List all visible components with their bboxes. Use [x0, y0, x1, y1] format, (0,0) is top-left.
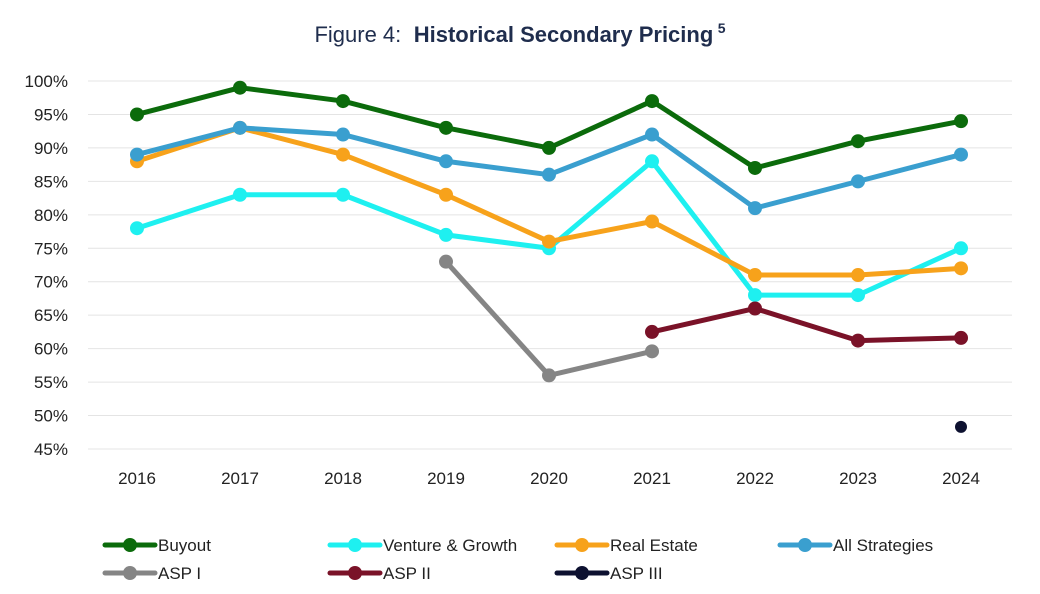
chart-title-main: Historical Secondary Pricing [414, 22, 714, 47]
legend: Buyout Venture & Growth Real Estate All Str… [102, 536, 933, 583]
y-tick-label: 90% [34, 139, 68, 158]
legend-label: ASP III [610, 564, 663, 583]
data-point [851, 268, 865, 283]
series-asp-ii [645, 301, 968, 348]
y-tick-label: 45% [34, 440, 68, 459]
legend-swatch-marker [575, 566, 589, 580]
legend-item: ASP II [327, 564, 431, 583]
y-tick-label: 95% [34, 105, 68, 124]
x-tick-label: 2019 [427, 469, 465, 488]
data-point [233, 120, 247, 135]
legend-item: Buyout [102, 536, 211, 555]
data-point [748, 160, 762, 175]
legend-swatch-marker [123, 566, 137, 580]
data-point [645, 154, 659, 169]
data-point [130, 221, 144, 236]
legend-swatch-marker [798, 538, 812, 552]
y-tick-label: 80% [34, 206, 68, 225]
legend-item: ASP III [554, 564, 663, 583]
data-point [645, 344, 659, 359]
series-all-strategies [130, 120, 968, 216]
y-tick-label: 60% [34, 340, 68, 359]
legend-label: All Strategies [833, 536, 933, 555]
data-point [542, 140, 556, 155]
chart-title-prefix: Figure 4: [314, 22, 401, 47]
data-point [645, 127, 659, 142]
data-point [542, 167, 556, 182]
data-point [851, 174, 865, 189]
x-tick-label: 2023 [839, 469, 877, 488]
legend-swatch-marker [575, 538, 589, 552]
series-line [649, 305, 964, 344]
data-point [954, 241, 968, 256]
data-point [748, 268, 762, 283]
legend-item: All Strategies [777, 536, 933, 555]
data-point [336, 187, 350, 202]
legend-item: ASP I [102, 564, 201, 583]
y-tick-label: 100% [25, 72, 68, 91]
x-tick-label: 2024 [942, 469, 980, 488]
data-point [336, 147, 350, 162]
data-point [542, 234, 556, 249]
x-tick-label: 2020 [530, 469, 568, 488]
data-point [645, 324, 659, 339]
y-tick-label: 75% [34, 239, 68, 258]
y-tick-label: 65% [34, 306, 68, 325]
y-tick-label: 55% [34, 373, 68, 392]
data-point [954, 147, 968, 162]
x-axis: 2016 2017 2018 2019 2020 2021 2022 2023 2024 [118, 469, 980, 488]
y-tick-label: 85% [34, 172, 68, 191]
legend-swatch-marker [348, 566, 362, 580]
legend-label: ASP II [383, 564, 431, 583]
legend-swatch-marker [348, 538, 362, 552]
data-point [851, 134, 865, 149]
series-asp-i [439, 254, 659, 383]
chart-title: Figure 4: Historical Secondary Pricing 5 [314, 20, 725, 47]
x-tick-label: 2017 [221, 469, 259, 488]
x-tick-label: 2021 [633, 469, 671, 488]
legend-label: Venture & Growth [383, 536, 517, 555]
data-point [645, 94, 659, 109]
data-point [955, 420, 967, 433]
data-point [954, 261, 968, 276]
data-point [233, 187, 247, 202]
legend-swatch-marker [123, 538, 137, 552]
data-point [130, 147, 144, 162]
data-point [439, 227, 453, 242]
series-buyout [130, 80, 968, 175]
legend-label: ASP I [158, 564, 201, 583]
data-point [748, 288, 762, 303]
data-point [439, 120, 453, 135]
data-point [130, 107, 144, 122]
data-point [439, 254, 453, 269]
data-point [439, 187, 453, 202]
legend-label: Real Estate [610, 536, 698, 555]
data-point [851, 333, 865, 348]
data-point [954, 330, 968, 345]
legend-item: Venture & Growth [327, 536, 517, 555]
data-point [748, 201, 762, 216]
data-point [336, 127, 350, 142]
y-tick-label: 50% [34, 407, 68, 426]
chart-title-superscript: 5 [718, 20, 726, 36]
data-point [542, 368, 556, 383]
data-point [336, 94, 350, 109]
data-point [233, 80, 247, 95]
data-point [645, 214, 659, 229]
data-point [439, 154, 453, 169]
legend-item: Real Estate [554, 536, 698, 555]
data-point [851, 288, 865, 303]
legend-label: Buyout [158, 536, 211, 555]
y-tick-label: 70% [34, 273, 68, 292]
series-line [443, 259, 655, 378]
x-tick-label: 2016 [118, 469, 156, 488]
x-tick-label: 2018 [324, 469, 362, 488]
data-point [954, 114, 968, 129]
data-point [748, 301, 762, 316]
series-asp-iii [955, 420, 967, 433]
y-axis: 45% 50% 55% 60% 65% 70% 75% 80% 85% 90% 95% 100% [25, 72, 68, 459]
series-group [130, 80, 968, 433]
x-tick-label: 2022 [736, 469, 774, 488]
